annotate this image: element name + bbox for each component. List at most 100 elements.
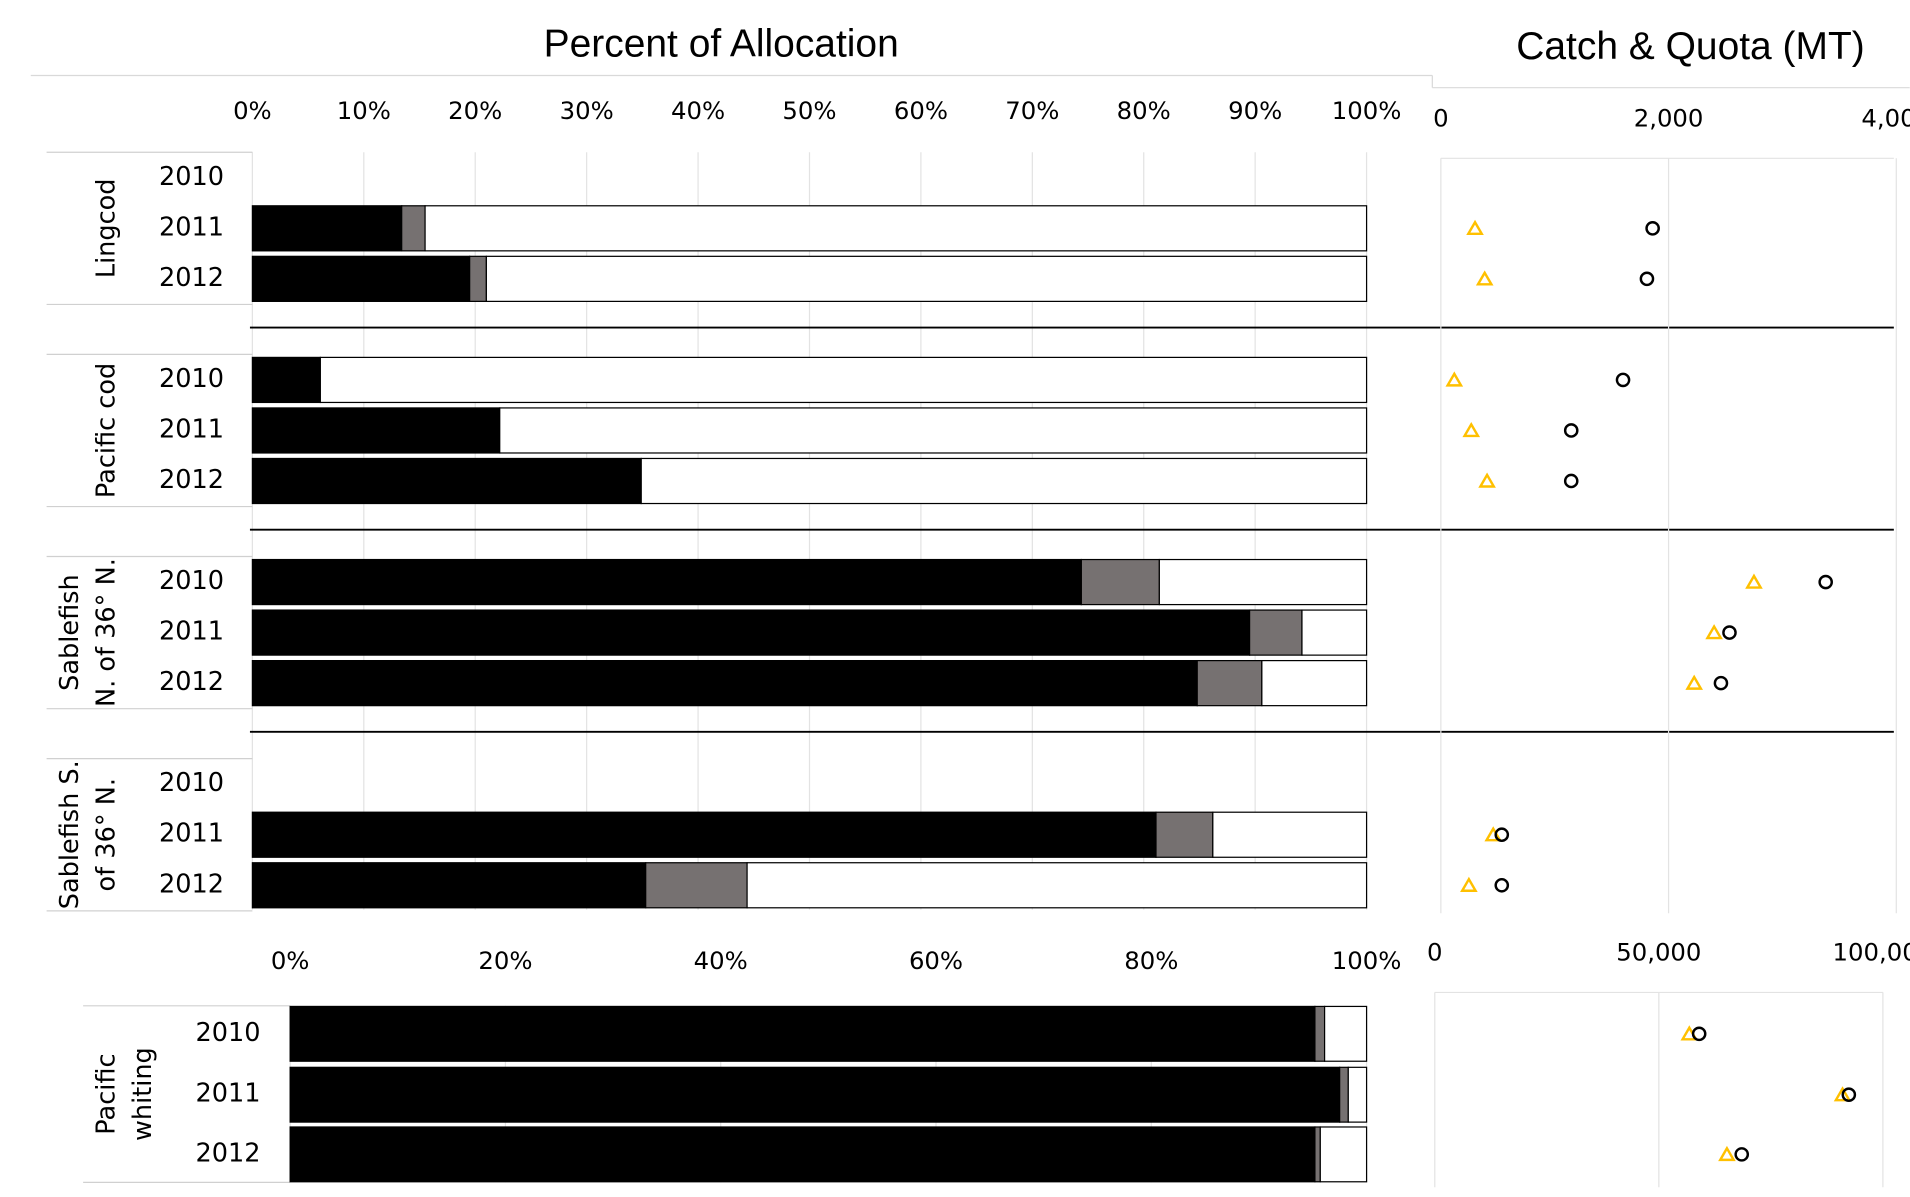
x-tick-label: 0% [233, 96, 272, 125]
bar-segment [251, 659, 1198, 707]
bar-segment [1347, 1066, 1368, 1123]
y-tick-label: 2010 [159, 364, 224, 394]
x-tick-label: 40% [694, 946, 748, 975]
catch-marker [1833, 1086, 1852, 1102]
x-tick-label: 50% [782, 96, 836, 125]
y-tick-label: 2011 [159, 617, 224, 647]
x-tick-label: 60% [909, 946, 963, 975]
y-tick-label: 2011 [159, 414, 224, 444]
x-tick-label: 50,000 [1616, 937, 1701, 966]
bar-segment [251, 255, 471, 302]
bar-segment [1261, 659, 1368, 707]
y-tick-label: 2011 [159, 819, 224, 849]
group-label: Lingcod [91, 178, 121, 278]
group-label: of 36° N. [91, 778, 121, 891]
bar-segment [485, 255, 1368, 302]
quota-marker [1841, 1087, 1857, 1103]
bar-segment [499, 407, 1368, 454]
y-tick-label: 2010 [159, 162, 224, 192]
quota-marker [1722, 625, 1737, 640]
x-tick-label: 4,000 [1861, 103, 1910, 132]
x-tick-label: 2,000 [1634, 103, 1704, 132]
y-tick-label: 2012 [159, 667, 224, 697]
x-tick-label: 80% [1117, 96, 1171, 125]
bar-segment [289, 1066, 1341, 1123]
bar-segment [251, 205, 403, 252]
y-tick-label: 2010 [159, 768, 224, 798]
catch-marker [1718, 1145, 1736, 1162]
x-tick-label: 70% [1005, 96, 1059, 125]
x-tick-label: 90% [1228, 96, 1282, 125]
bar-segment [1323, 1005, 1368, 1062]
catch-marker [1685, 674, 1703, 690]
bar-segment [1319, 1126, 1368, 1183]
bar-segment [1196, 659, 1263, 707]
x-tick-label: 20% [478, 946, 532, 975]
x-tick-label: 100,000 [1833, 937, 1910, 966]
bar-segment [424, 205, 1368, 252]
quota-marker [1691, 1026, 1707, 1042]
catch-marker [1745, 573, 1763, 589]
group-label: whiting [128, 1047, 158, 1141]
group-label: Sablefish S. [55, 760, 85, 909]
group-label: N. of 36° N. [91, 558, 121, 707]
bar-segment [401, 205, 426, 252]
catch-marker [1462, 421, 1481, 438]
group-label: Sablefish [55, 574, 85, 691]
quota-marker [1818, 574, 1833, 590]
x-tick-label: 0% [271, 946, 310, 975]
group-label: Pacific cod [91, 363, 121, 498]
bar-segment [251, 862, 647, 909]
x-tick-label: 100% [1332, 96, 1402, 125]
y-tick-label: 2012 [159, 869, 224, 899]
y-tick-label: 2011 [159, 212, 224, 242]
catch-marker [1478, 472, 1496, 488]
catch-marker [1705, 624, 1723, 640]
quota-marker [1615, 372, 1631, 388]
x-tick-label: 30% [560, 96, 614, 125]
bar-segment [1339, 1066, 1349, 1123]
bar-segment [251, 558, 1082, 606]
bar-segment [1158, 558, 1368, 606]
chart-title: Catch & Quota (MT) [1516, 25, 1865, 68]
bar-segment [251, 457, 642, 505]
bar-segment [469, 255, 487, 302]
bar-segment [319, 356, 1368, 404]
quota-marker [1494, 877, 1510, 893]
x-tick-label: 100% [1332, 946, 1402, 975]
x-tick-label: 80% [1124, 946, 1178, 975]
bar-segment [251, 609, 1251, 656]
bar-segment [1212, 811, 1368, 858]
bar-segment [746, 862, 1368, 909]
bar-segment [1314, 1126, 1321, 1183]
y-tick-label: 2012 [159, 465, 224, 495]
x-tick-label: 40% [671, 96, 725, 125]
catch-marker [1445, 371, 1464, 387]
y-tick-label: 2010 [196, 1018, 261, 1048]
group-label: Pacific [91, 1053, 121, 1134]
y-tick-label: 2010 [159, 566, 224, 596]
bar-segment [1301, 609, 1368, 656]
bar-segment [251, 356, 321, 404]
chart-title: Percent of Allocation [544, 23, 899, 66]
bar-segment [1080, 558, 1160, 606]
x-tick-label: 20% [448, 96, 502, 125]
quota-marker [1494, 827, 1510, 843]
quota-marker [1645, 221, 1660, 236]
bar-segment [640, 457, 1368, 505]
bar-segment [1314, 1005, 1326, 1062]
bar-segment [289, 1126, 1316, 1183]
catch-marker [1475, 270, 1494, 286]
x-tick-label: 10% [337, 96, 391, 125]
x-tick-label: 0 [1433, 103, 1448, 132]
catch-marker [1466, 219, 1484, 236]
quota-marker [1563, 473, 1579, 489]
y-tick-label: 2012 [159, 263, 224, 293]
x-tick-label: 0 [1427, 937, 1442, 966]
bar-segment [289, 1005, 1316, 1062]
y-tick-label: 2012 [196, 1138, 261, 1168]
quota-marker [1563, 423, 1579, 438]
bar-segment [1155, 811, 1214, 858]
